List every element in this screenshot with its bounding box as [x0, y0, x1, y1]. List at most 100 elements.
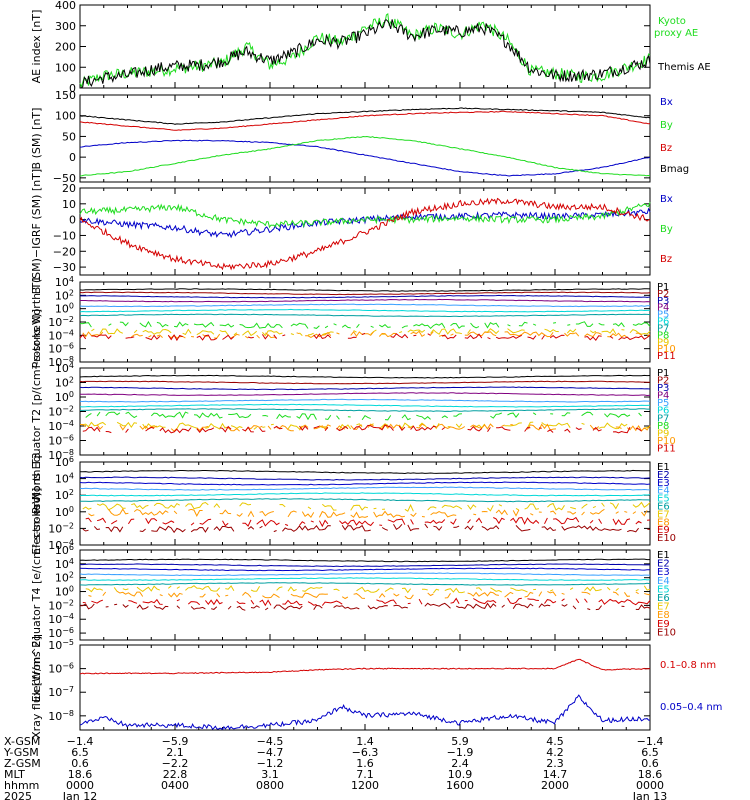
pt1-series-line [80, 298, 651, 303]
et4-series-line [79, 572, 651, 577]
pt1-legend-p1: P1 [657, 282, 669, 293]
et4-legend-e5: E5 [657, 584, 670, 595]
y-tick-label: 106 [55, 455, 74, 469]
axis-row-value: 1.4 [356, 735, 374, 748]
y-tick-label: 102 [55, 488, 74, 502]
pt1-legend-p11: P11 [657, 351, 676, 362]
axis-row-value: 6.5 [71, 746, 89, 759]
y-tick-label: 10−4 [48, 419, 74, 433]
axis-row-value: −4.7 [257, 746, 284, 759]
et4-series-line [79, 582, 651, 586]
pt2-axis-label: Protons Equator T2 [p/(cm²-s-sr-keV)] [30, 309, 43, 514]
y-tick-label: 0 [69, 82, 76, 95]
pt2-series-line [79, 392, 651, 397]
pt1-series-line [79, 313, 651, 318]
pt2-series-line [79, 398, 651, 403]
bsm-series-line [79, 110, 651, 131]
y-tick-label: 102 [55, 571, 74, 585]
et3-axis-label: Electrons North T3 [30, 452, 43, 554]
y-tick-label: 104 [55, 472, 74, 486]
pt2-legend-p9: P9 [657, 428, 669, 439]
y-tick-label: 10−6 [48, 662, 74, 676]
et4-axis-label: Electrons Equator T4 [e/(cm²-s-sr-keV)] [30, 488, 43, 703]
pt2-series-line [79, 386, 651, 391]
ae-series-line [79, 13, 651, 89]
axis-row-value: 0000 [66, 779, 94, 792]
axis-row-value: −6.3 [352, 746, 379, 759]
ae-legend-kyoto: Kyoto [658, 16, 686, 27]
et3-series-line [79, 486, 651, 491]
pt2-series-line [80, 408, 650, 412]
axis-row-value: 2.3 [546, 757, 564, 770]
date-end: Jan 13 [632, 790, 667, 800]
y-tick-label: 104 [55, 275, 74, 289]
pt1-legend-p4: P4 [657, 303, 669, 314]
axis-row-value: 1200 [351, 779, 379, 792]
xray-series-line [79, 658, 651, 675]
bdiff-axis-label: B (SM)−IGRF (SM) [nT] [30, 169, 43, 294]
y-tick-label: 150 [55, 89, 76, 102]
et4-series-line [85, 585, 651, 594]
axis-row-label: hhmm [4, 779, 39, 792]
axis-row-label: Y-GSM [3, 746, 39, 759]
et3-legend-e9: E9 [657, 525, 670, 536]
y-tick-label: 10−6 [48, 626, 74, 640]
xray-axis-label: Xray flux [W/m^2] [30, 636, 43, 739]
axis-row-value: 7.1 [356, 768, 374, 781]
axis-row-value: 18.6 [638, 768, 663, 781]
y-tick-label: 104 [55, 557, 74, 571]
xray-series-line [79, 694, 650, 731]
et3-series-line [88, 508, 648, 519]
axis-row-value: 10.9 [448, 768, 473, 781]
bsm-series-line [79, 107, 651, 125]
pt2-series-line [79, 403, 651, 408]
axis-row-label: 2025 [4, 790, 32, 800]
y-tick-label: 0 [69, 214, 76, 227]
bsm-series-line [79, 135, 651, 177]
et4-legend-e4: E4 [657, 576, 670, 587]
bsm-axis-label: B (SM) [nT] [30, 108, 43, 170]
y-tick-label: 100 [55, 110, 76, 123]
axis-row-value: 6.5 [641, 746, 659, 759]
pt1-legend-p9: P9 [657, 337, 669, 348]
pt1-legend-p5: P5 [657, 310, 669, 321]
et4-legend-e1: E1 [657, 550, 670, 561]
bsm-legend-bx: Bx [660, 97, 673, 108]
bsm-legend-bmag: Bmag [660, 164, 689, 175]
et4-series-line [82, 597, 651, 607]
et3-series-line [79, 476, 651, 481]
y-tick-label: 200 [55, 41, 76, 54]
y-tick-label: 0 [69, 151, 76, 164]
pt2-legend-p10: P10 [657, 436, 676, 447]
y-tick-label: 10 [62, 198, 76, 211]
bdiff-legend-by: By [660, 224, 673, 235]
et4-series-line [79, 558, 650, 563]
y-tick-label: 10−5 [48, 638, 74, 652]
date-start: Jan 12 [62, 790, 97, 800]
pt2-series-line [80, 423, 651, 432]
bsm-legend-by: By [660, 120, 673, 131]
axis-row-value: 2000 [541, 779, 569, 792]
pt2-legend-p8: P8 [657, 421, 669, 432]
pt1-series-line [82, 330, 651, 339]
y-tick-label: 106 [55, 543, 74, 557]
y-tick-label: 100 [55, 302, 74, 316]
bdiff-panel-frame [79, 187, 651, 276]
et4-legend-e3: E3 [657, 567, 670, 578]
y-tick-label: 300 [55, 20, 76, 33]
axis-row-value: 4.5 [546, 735, 564, 748]
bsm-series-line [79, 139, 651, 177]
axis-row-value: 3.1 [261, 768, 279, 781]
et4-series-line [79, 577, 651, 581]
et4-legend-e8: E8 [657, 610, 670, 621]
et3-series-line [80, 498, 651, 503]
axis-row-value: 2.4 [451, 757, 469, 770]
y-tick-label: 104 [55, 361, 74, 375]
pt1-series-line [79, 303, 651, 308]
et3-legend-e7: E7 [657, 509, 670, 520]
pt1-series-line [79, 332, 651, 342]
et3-legend-e5: E5 [657, 494, 670, 505]
xray-panel-frame [79, 644, 651, 731]
axis-row-value: −2.2 [162, 757, 189, 770]
et4-legend-e10: E10 [657, 627, 676, 638]
